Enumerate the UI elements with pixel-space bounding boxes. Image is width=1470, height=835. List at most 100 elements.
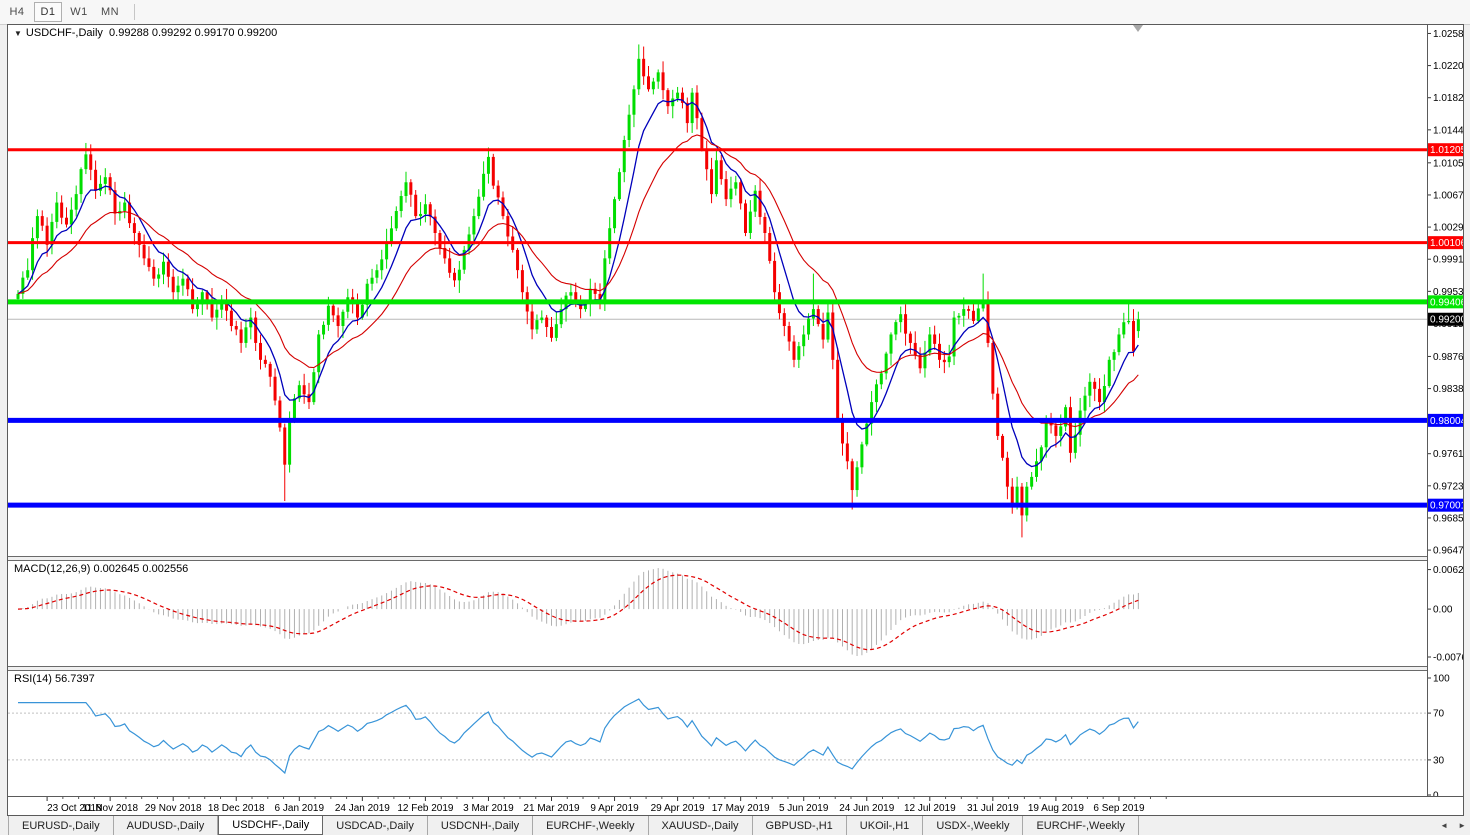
candle-body [879, 373, 883, 385]
rsi-tick-label: 100 [1433, 674, 1450, 685]
price-axis[interactable]: 1.02580 1.02200 1.01820 1.01440 1.01050 1.006… [1427, 25, 1470, 802]
candle-body [642, 58, 646, 77]
candle-body [947, 356, 951, 363]
chart-symbol-label: USDCHF-,Daily [25, 27, 103, 39]
chart-tab-usdchf-daily[interactable]: USDCHF-,Daily [218, 816, 324, 835]
candle-body [1015, 486, 1019, 504]
date-axis[interactable]: 23 Oct 2018 11 Nov 2018 29 Nov 2018 18 Dec … [8, 796, 1463, 815]
price-chart-panel[interactable]: ▼ USDCHF-,Daily 0.99288 0.99292 0.99170 0… [8, 25, 1427, 556]
candle-body [748, 211, 752, 234]
candle-body [60, 202, 64, 218]
candle-body [535, 320, 539, 330]
candle-body [84, 154, 88, 170]
panel-divider[interactable] [8, 556, 1463, 561]
candle-body [583, 303, 587, 310]
candle-body [622, 139, 626, 173]
chart-tab-usdcnh-daily[interactable]: USDCNH-,Daily [428, 816, 534, 835]
chart-tab-eurusd-daily[interactable]: EURUSD-,Daily [9, 816, 114, 835]
candle-body [1035, 461, 1038, 477]
candle-body [356, 303, 359, 318]
candle-body [448, 258, 452, 273]
candle-body [1107, 359, 1111, 386]
chart-tab-xauusd-daily[interactable]: XAUUSD-,Daily [649, 816, 753, 835]
candle-body [375, 270, 379, 278]
macd-chart[interactable] [8, 561, 1427, 666]
candle-body [142, 244, 146, 259]
candle-body [933, 334, 937, 344]
candlestick-chart[interactable] [8, 25, 1427, 556]
candle-body [1020, 486, 1024, 516]
candle-body [938, 343, 941, 360]
candle-body [370, 277, 374, 284]
candle-body [1039, 447, 1043, 462]
level-badge-0.99406-bg [1428, 295, 1463, 309]
candle-body [263, 359, 267, 364]
level-badge-0.99406: 0.99406 [1430, 297, 1463, 308]
panel-divider[interactable] [8, 666, 1463, 671]
candle-body [249, 317, 253, 328]
candle-body [278, 400, 282, 428]
candle-body [89, 154, 93, 170]
macd-tick-label: -0.00762 [1433, 653, 1463, 664]
candle-body [331, 305, 335, 316]
macd-signal-line [17, 574, 1139, 651]
date-label: 6 Jan 2019 [275, 803, 325, 814]
level-badge-1.01205-bg [1428, 143, 1463, 157]
candle-body [409, 182, 413, 195]
level-badge-0.98004-bg [1428, 413, 1463, 427]
macd-panel[interactable]: MACD(12,26,9) 0.002645 0.002556 [8, 561, 1427, 666]
chart-dropdown-icon[interactable]: ▼ [14, 29, 22, 38]
current-price-badge-bg [1428, 312, 1463, 326]
candle-body [496, 185, 500, 198]
candle-body [147, 258, 151, 267]
candle-body [307, 394, 311, 403]
candle-body [598, 293, 602, 301]
candle-body [50, 221, 54, 245]
candle-body [579, 302, 583, 310]
candle-body [942, 359, 946, 363]
candle-body [855, 467, 859, 491]
level-badge-1.00106: 1.00106 [1430, 238, 1463, 249]
timeframe-button-mn[interactable]: MN [100, 6, 120, 18]
candle-body [758, 190, 762, 217]
chart-tab-audusd-daily[interactable]: AUDUSD-,Daily [114, 816, 219, 835]
candle-body [380, 259, 384, 271]
timeframe-button-w1[interactable]: W1 [70, 6, 88, 18]
candle-body [394, 211, 398, 229]
candle-body [685, 102, 689, 124]
tab-scroll-left-icon[interactable]: ◄ [1440, 821, 1449, 830]
chart-tab-gbpusd-h1[interactable]: GBPUSD-,H1 [753, 816, 847, 835]
candle-body [680, 92, 684, 103]
candle-body [671, 98, 675, 107]
chart-tab-usdx-weekly[interactable]: USDX-,Weekly [923, 816, 1024, 835]
candle-body [317, 334, 321, 373]
rsi-chart[interactable] [8, 671, 1427, 796]
chart-tab-usdcad-daily[interactable]: USDCAD-,Daily [323, 816, 428, 835]
candle-body [530, 311, 534, 330]
candle-body [981, 300, 985, 309]
candle-body [807, 318, 811, 335]
toolbar-separator [134, 4, 135, 20]
chart-tab-eurchf-weekly[interactable]: EURCHF-,Weekly [1023, 816, 1139, 835]
chart-tab-bar: EURUSD-,Daily AUDUSD-,Daily USDCHF-,Daily U… [0, 816, 1470, 835]
timeframe-button-d1[interactable]: D1 [34, 2, 62, 22]
date-label: 12 Jul 2019 [904, 803, 956, 814]
candle-body [157, 274, 161, 279]
price-tick-label: 1.01050 [1433, 158, 1463, 169]
rsi-panel[interactable]: RSI(14) 56.7397 [8, 671, 1427, 796]
chart-tab-ukoil-h1[interactable]: UKOil-,H1 [847, 816, 924, 835]
candle-body [98, 183, 102, 191]
candle-body [516, 249, 520, 271]
chart-shift-marker[interactable] [1133, 25, 1143, 32]
timeframe-button-h4[interactable]: H4 [9, 6, 25, 18]
candle-body [1030, 476, 1034, 487]
candle-body [79, 169, 83, 195]
candle-body [520, 270, 524, 293]
candle-body [554, 324, 558, 338]
chart-tab-eurchf-weekly[interactable]: EURCHF-,Weekly [533, 816, 649, 835]
tab-scroll-right-icon[interactable]: ► [1458, 821, 1466, 830]
candle-body [404, 182, 408, 197]
candle-body [724, 179, 728, 200]
candle-body [811, 309, 815, 319]
